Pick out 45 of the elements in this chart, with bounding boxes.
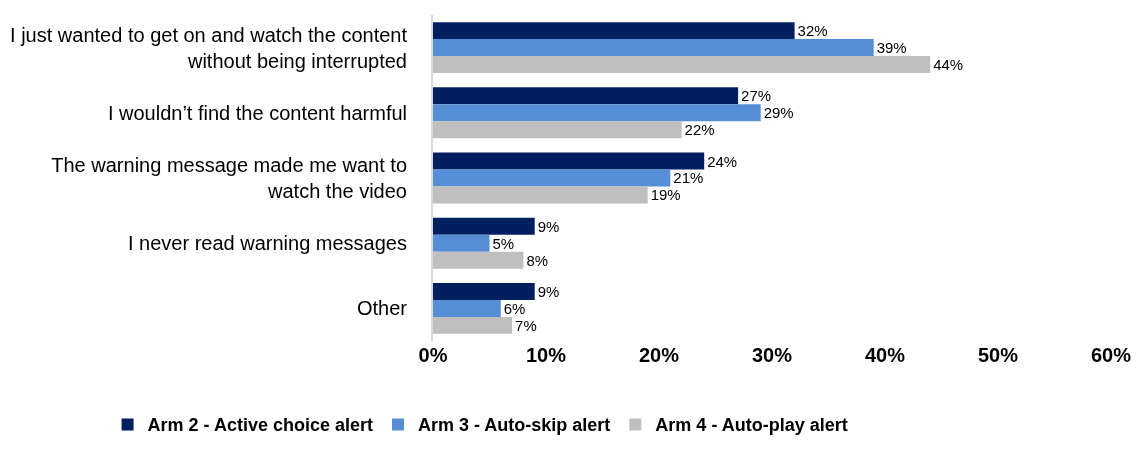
x-tick-label: 60% xyxy=(1090,344,1132,366)
y-tick-label: I wouldn’t find the content harmful xyxy=(107,101,407,124)
bar xyxy=(433,316,513,334)
data-label: 39% xyxy=(876,39,907,57)
bar xyxy=(433,56,931,74)
x-tick-label: 10% xyxy=(525,344,567,366)
data-label: 9% xyxy=(537,282,560,300)
bar xyxy=(433,234,490,252)
data-label: 7% xyxy=(515,316,537,334)
bar xyxy=(433,299,501,317)
bar xyxy=(433,251,524,269)
legend-label: Arm 4 - Auto-play alert xyxy=(655,415,848,436)
bar xyxy=(433,169,671,187)
data-label: 29% xyxy=(763,104,794,122)
bar xyxy=(433,282,535,300)
bar xyxy=(433,121,682,139)
data-label: 27% xyxy=(741,87,772,105)
y-tick-label: I never read warning messages xyxy=(127,232,407,255)
y-tick-label: Other xyxy=(356,297,408,320)
data-label: 19% xyxy=(650,186,681,204)
data-label: 32% xyxy=(797,22,828,40)
legend-label: Arm 3 - Auto-skip alert xyxy=(417,415,611,436)
x-tick-label: 0% xyxy=(418,344,448,366)
data-label: 5% xyxy=(492,234,515,252)
x-tick-label: 50% xyxy=(977,344,1019,366)
data-label: 44% xyxy=(933,56,964,74)
bar xyxy=(433,104,761,122)
data-label: 8% xyxy=(526,251,549,269)
x-tick-label: 40% xyxy=(864,344,906,366)
legend-label: Arm 2 - Active choice alert xyxy=(147,415,373,436)
data-label: 21% xyxy=(673,169,704,187)
bar xyxy=(433,186,648,204)
data-label: 22% xyxy=(684,121,715,139)
y-tick-label: The warning message made me want to watch the video xyxy=(51,154,407,202)
data-label: 24% xyxy=(707,152,738,170)
x-tick-label: 30% xyxy=(751,344,793,366)
bar xyxy=(433,152,705,170)
data-label: 6% xyxy=(503,299,526,317)
bar xyxy=(433,87,739,105)
bar xyxy=(433,22,795,40)
data-label: 9% xyxy=(537,217,560,235)
bar xyxy=(433,39,874,57)
x-tick-label: 20% xyxy=(638,344,680,366)
bar xyxy=(433,217,535,235)
y-tick-label: I just wanted to get on and watch the content without being interrupted xyxy=(10,23,408,72)
